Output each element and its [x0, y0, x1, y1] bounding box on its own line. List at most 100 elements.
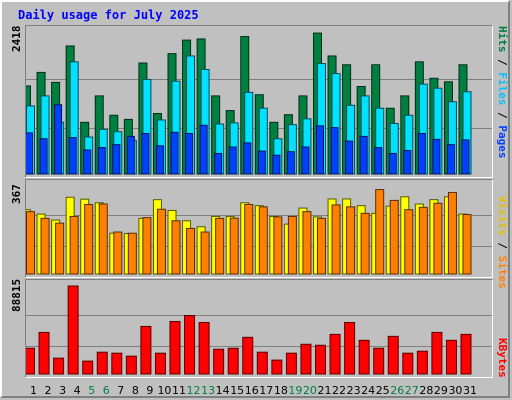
- legend-hits: Hits: [496, 26, 509, 53]
- bar-pages-day-30: [446, 144, 455, 175]
- bar-pages-day-3: [54, 104, 63, 175]
- bar-kbytes-day-28: [416, 350, 428, 375]
- bar-pages-day-5: [83, 149, 92, 175]
- bottom-panel-legend: KBytes: [496, 338, 509, 378]
- legend-kbytes: KBytes: [496, 338, 509, 378]
- x-tick-label: 18: [274, 384, 288, 397]
- bar-pages-day-9: [141, 132, 150, 175]
- x-tick-label: 5: [88, 384, 95, 397]
- hits-ymax-label: 2418: [10, 25, 23, 53]
- bar-kbytes-day-14: [213, 348, 225, 375]
- x-tick-label: 24: [361, 384, 375, 397]
- bar-kbytes-day-30: [445, 339, 457, 375]
- x-tick-label: 23: [347, 384, 361, 397]
- bar-pages-day-14: [214, 152, 223, 175]
- bar-kbytes-day-20: [300, 343, 312, 375]
- bar-kbytes-day-24: [358, 339, 370, 375]
- bar-pages-day-15: [228, 146, 237, 175]
- x-tick-label: 7: [117, 384, 124, 397]
- top-panel-legend: Hits / Files / Pages: [496, 26, 509, 159]
- x-tick-label: 6: [103, 384, 110, 397]
- x-tick-label: 3: [59, 384, 66, 397]
- x-tick-label: 1: [30, 384, 37, 397]
- bar-kbytes-day-26: [387, 335, 399, 375]
- bar-kbytes-day-6: [96, 351, 108, 375]
- bar-sites-day-29: [433, 202, 443, 275]
- bar-kbytes-day-11: [169, 320, 181, 375]
- bar-pages-day-12: [185, 132, 194, 175]
- x-tick-label: 29: [434, 384, 448, 397]
- bar-sites-day-12: [186, 227, 196, 275]
- x-tick-label: 15: [230, 384, 244, 397]
- x-tick-label: 8: [132, 384, 139, 397]
- bar-pages-day-24: [359, 135, 368, 175]
- x-tick-label: 12: [187, 384, 201, 397]
- x-tick-label: 16: [245, 384, 259, 397]
- bar-sites-day-18: [273, 216, 283, 275]
- visits-ymax-label: 367: [10, 184, 23, 204]
- x-tick-label: 21: [318, 384, 332, 397]
- x-tick-label: 25: [376, 384, 390, 397]
- bar-pages-day-7: [112, 144, 121, 175]
- bar-pages-day-8: [126, 135, 135, 175]
- bar-sites-day-4: [69, 215, 79, 275]
- bar-kbytes-day-5: [82, 360, 94, 375]
- bar-pages-day-23: [345, 140, 354, 175]
- bar-sites-day-27: [404, 209, 414, 275]
- chart-title: Daily usage for July 2025: [18, 8, 199, 22]
- legend-visits: Visits: [496, 196, 509, 236]
- bar-kbytes-day-21: [315, 344, 326, 375]
- bar-sites-day-30: [447, 191, 457, 275]
- bar-sites-day-6: [98, 203, 108, 275]
- x-tick-label: 28: [419, 384, 433, 397]
- bar-pages-day-16: [243, 142, 252, 175]
- bar-pages-day-31: [461, 139, 470, 175]
- bar-kbytes-day-15: [227, 347, 239, 375]
- bar-sites-day-14: [215, 217, 225, 275]
- bar-sites-day-16: [244, 203, 254, 275]
- bar-sites-day-3: [55, 222, 65, 275]
- bar-pages-day-26: [388, 152, 397, 175]
- bar-pages-day-21: [316, 125, 324, 175]
- bar-kbytes-day-23: [344, 321, 356, 375]
- x-axis: 1 2 3 4 5 6 7 8 9 10 11 12 13 14 15 16 17 18 19 20 21 22 23 24 2…: [30, 384, 477, 397]
- bar-pages-day-6: [97, 147, 106, 175]
- legend-pages: Pages: [496, 125, 509, 159]
- bar-kbytes-day-3: [53, 357, 65, 375]
- x-tick-label: 9: [146, 384, 153, 397]
- x-tick-label: 31: [463, 384, 477, 397]
- hits-files-pages-plot: [22, 32, 492, 175]
- bar-kbytes-day-18: [271, 359, 283, 375]
- bar-sites-day-17: [258, 206, 268, 275]
- bar-kbytes-day-1: [24, 347, 35, 375]
- bar-sites-day-26: [389, 199, 399, 275]
- x-tick-label: 26: [390, 384, 404, 397]
- bar-sites-day-1: [26, 211, 35, 275]
- bar-sites-day-21: [317, 217, 326, 275]
- bar-kbytes-day-25: [373, 347, 385, 375]
- bar-pages-day-2: [39, 138, 48, 175]
- bar-kbytes-day-29: [431, 331, 443, 375]
- x-tick-label: 27: [405, 384, 419, 397]
- bar-pages-day-4: [68, 137, 77, 175]
- hits-files-pages-panel: [22, 25, 493, 178]
- bar-sites-day-15: [229, 217, 239, 275]
- bar-sites-day-8: [127, 232, 137, 275]
- bar-pages-day-18: [272, 154, 281, 175]
- x-tick-label: 30: [448, 384, 462, 397]
- bar-sites-day-25: [375, 189, 385, 275]
- bar-pages-day-27: [403, 150, 412, 175]
- bar-kbytes-day-31: [460, 333, 472, 375]
- bar-kbytes-day-17: [256, 351, 268, 375]
- bar-pages-day-29: [432, 138, 441, 175]
- bar-sites-day-11: [171, 220, 181, 275]
- bar-kbytes-day-9: [140, 325, 152, 375]
- kbytes-panel: [24, 279, 493, 378]
- visits-sites-plot: [22, 189, 492, 275]
- x-tick-label: 20: [303, 384, 317, 397]
- bar-kbytes-day-8: [125, 355, 137, 375]
- bar-pages-day-28: [417, 132, 426, 175]
- legend-sites: Sites: [496, 255, 509, 289]
- bar-kbytes-day-27: [402, 352, 414, 375]
